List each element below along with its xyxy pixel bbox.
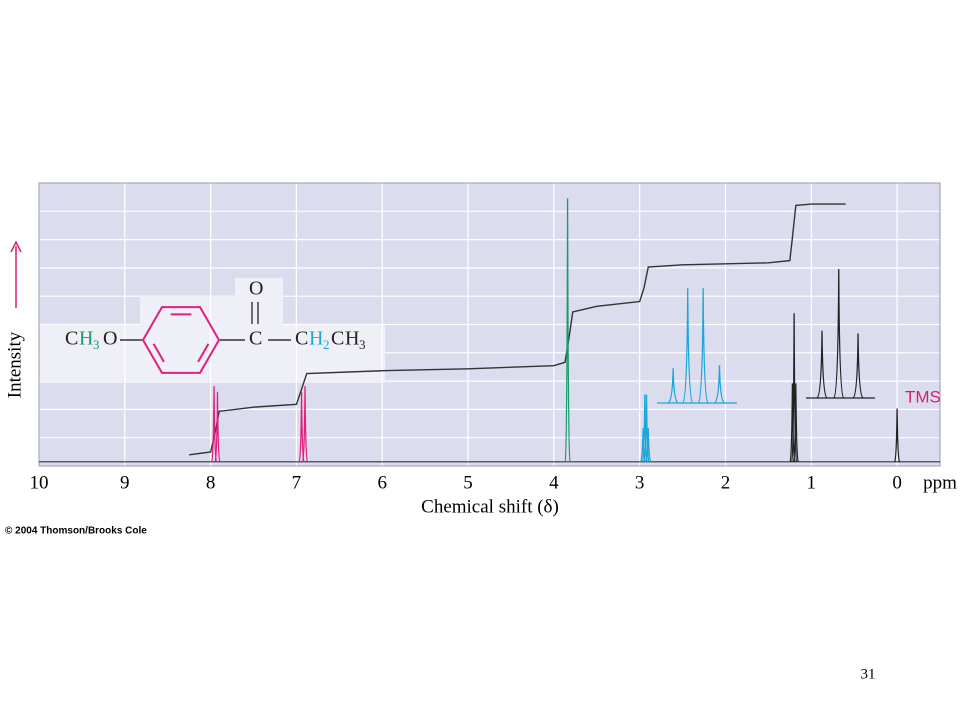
ring-double-bond (197, 343, 210, 363)
x-tick-label: 0 (892, 472, 902, 493)
ring-double-bond (152, 343, 165, 363)
x-axis-unit: ppm (923, 472, 957, 493)
integral-curve (189, 203, 846, 456)
peak (792, 383, 799, 463)
x-tick-label: 9 (120, 472, 130, 493)
peak (667, 368, 679, 404)
peak (833, 269, 845, 399)
x-tick-label: 6 (377, 472, 387, 493)
peak (214, 391, 221, 463)
copyright: © 2004 Thomson/Brooks Cole (5, 526, 147, 537)
peak (697, 288, 709, 404)
structure-label: C (331, 328, 344, 350)
plot-frame (38, 182, 941, 467)
structure-label: O (249, 278, 263, 300)
peak (790, 313, 798, 463)
structure-label: H (79, 328, 93, 350)
peak (893, 408, 901, 463)
peak (645, 428, 652, 463)
annotation: TMS (905, 387, 941, 406)
structure-label: C (249, 328, 262, 350)
x-tick-label: 7 (292, 472, 302, 493)
x-tick-label: 2 (721, 472, 731, 493)
y-axis-label: Intensity (4, 331, 25, 398)
structure-label: H (345, 328, 359, 350)
peak (564, 198, 571, 463)
x-tick-label: 10 (30, 472, 49, 493)
structure-label: 3 (93, 337, 100, 352)
peak (816, 330, 828, 399)
page-number: 31 (861, 666, 876, 682)
x-tick-label: 8 (206, 472, 216, 493)
structure-label: C (295, 328, 308, 350)
structure-label: H (309, 328, 323, 350)
x-tick-label: 5 (463, 472, 473, 493)
structure-label: 3 (359, 337, 366, 352)
benzene-ring (141, 306, 221, 374)
peak (852, 333, 864, 399)
structure-label: 2 (323, 337, 330, 352)
peak (641, 394, 648, 463)
x-tick-label: 4 (549, 472, 559, 493)
peak (714, 365, 725, 404)
x-axis-label: Chemical shift (δ) (421, 496, 559, 517)
y-axis-arrowhead (10, 240, 22, 253)
x-tick-label: 3 (635, 472, 645, 493)
structure-label: C (65, 328, 78, 350)
x-tick-label: 1 (807, 472, 817, 493)
peak (301, 386, 309, 463)
peak (682, 288, 694, 404)
structure-label: O (103, 328, 117, 350)
peak (643, 394, 650, 463)
